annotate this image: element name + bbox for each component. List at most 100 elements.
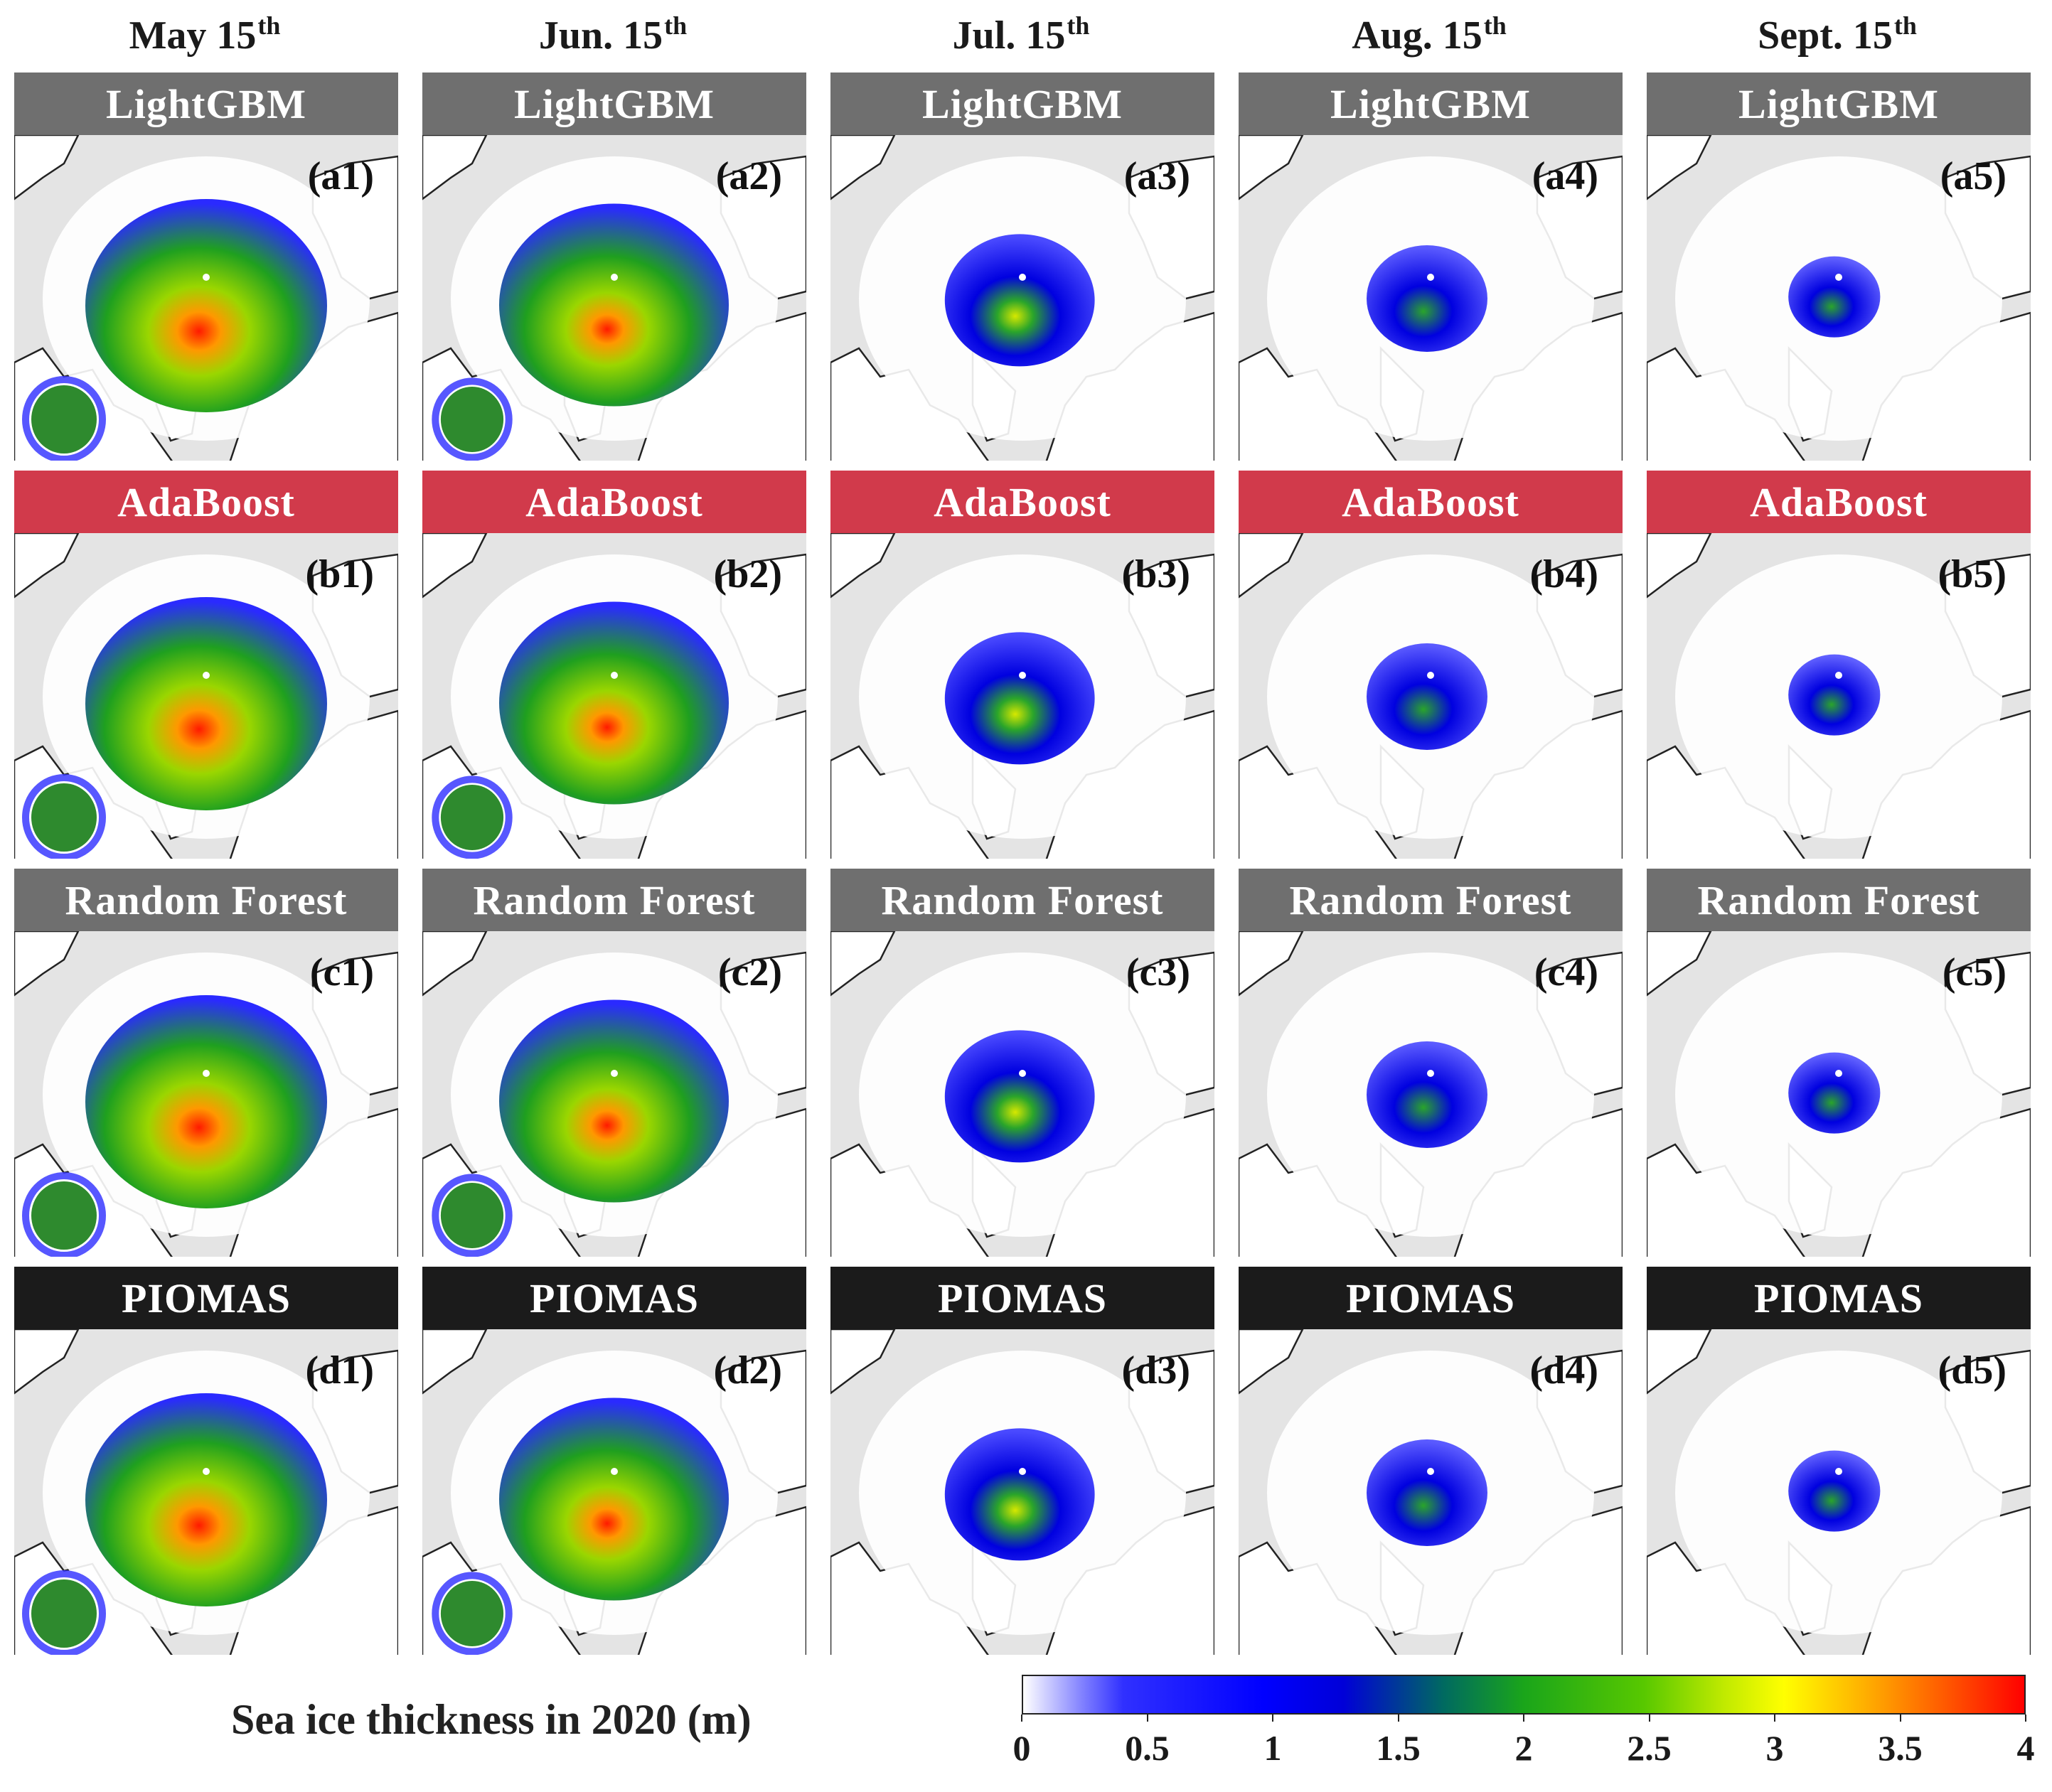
pole-marker — [203, 1070, 210, 1077]
ice-patch — [31, 783, 97, 852]
sea-ice-map: (d3) — [830, 1329, 1214, 1655]
ice-patch — [440, 1581, 504, 1646]
panel-label: (c2) — [717, 950, 782, 994]
panel-label: (b4) — [1529, 552, 1598, 596]
sea-ice-map: (d2) — [422, 1329, 806, 1655]
ice-patch — [31, 385, 97, 454]
pole-marker — [1427, 672, 1434, 679]
model-banner: LightGBM — [830, 73, 1214, 135]
column-title-jul: Jul. 15th — [952, 11, 1090, 58]
pole-marker — [611, 1070, 618, 1077]
pole-marker — [1019, 1070, 1026, 1077]
panel-label: (b2) — [713, 552, 782, 596]
pole-marker — [1019, 672, 1026, 679]
column-title-jun: Jun. 15th — [538, 11, 688, 58]
model-banner: PIOMAS — [14, 1267, 398, 1329]
sea-ice-map: (b1) — [14, 533, 398, 859]
ice-extent — [499, 203, 729, 407]
ice-extent — [85, 1393, 327, 1606]
model-banner: AdaBoost — [14, 471, 398, 533]
ice-extent — [85, 995, 327, 1208]
colorbar-tick — [1899, 1715, 1901, 1722]
colorbar-tick-label: 3 — [1765, 1728, 1784, 1768]
sea-ice-map: (d1) — [14, 1329, 398, 1655]
ice-extent — [85, 199, 327, 412]
column-title-may: May 15th — [129, 11, 281, 58]
model-banner: LightGBM — [1647, 73, 2031, 135]
pole-marker — [203, 1468, 210, 1475]
ice-extent — [499, 999, 729, 1203]
ice-extent — [944, 1428, 1095, 1561]
sea-ice-map: (b5) — [1647, 533, 2031, 859]
pole-marker — [1835, 1070, 1842, 1077]
ice-patch — [31, 1579, 97, 1648]
model-banner: PIOMAS — [830, 1267, 1214, 1329]
panel-label: (d1) — [305, 1348, 374, 1393]
sea-ice-map: (a4) — [1239, 135, 1623, 461]
panel-label: (a3) — [1123, 154, 1190, 198]
panel-label: (c4) — [1534, 950, 1598, 994]
sea-ice-map: (b4) — [1239, 533, 1623, 859]
pole-marker — [611, 672, 618, 679]
sea-ice-map: (a3) — [830, 135, 1214, 461]
ice-patch — [440, 387, 504, 452]
model-banner: LightGBM — [1239, 73, 1623, 135]
colorbar-title: Sea ice thickness in 2020 (m) — [231, 1696, 752, 1743]
model-banner: Random Forest — [14, 869, 398, 931]
panel-label: (c1) — [309, 950, 374, 994]
ice-extent — [1367, 1041, 1487, 1148]
panel-label: (a5) — [1940, 154, 2006, 198]
sea-ice-map: (d4) — [1239, 1329, 1623, 1655]
ice-extent — [944, 234, 1095, 367]
ice-patch — [31, 1181, 97, 1250]
pole-marker — [1427, 1070, 1434, 1077]
panel-label: (b5) — [1938, 552, 2006, 596]
sea-ice-map: (a1) — [14, 135, 398, 461]
pole-marker — [1427, 274, 1434, 281]
model-banner: AdaBoost — [1239, 471, 1623, 533]
model-banner: LightGBM — [422, 73, 806, 135]
ice-extent — [85, 597, 327, 810]
sea-ice-map: (b2) — [422, 533, 806, 859]
pole-marker — [1427, 1468, 1434, 1475]
panel-label: (c5) — [1942, 950, 2006, 994]
colorbar-tick — [1146, 1715, 1148, 1722]
sea-ice-map: (d5) — [1647, 1329, 2031, 1655]
pole-marker — [1835, 274, 1842, 281]
sea-ice-map: (c5) — [1647, 931, 2031, 1257]
panel-label: (d4) — [1529, 1348, 1598, 1393]
sea-ice-map: (c3) — [830, 931, 1214, 1257]
ice-extent — [1367, 643, 1487, 750]
pole-marker — [203, 274, 210, 281]
ice-extent — [1788, 654, 1881, 736]
panel-label: (a1) — [307, 154, 374, 198]
colorbar-tick — [1774, 1715, 1775, 1722]
ice-patch — [440, 785, 504, 850]
ice-extent — [1788, 256, 1881, 338]
pole-marker — [1835, 1468, 1842, 1475]
sea-ice-map: (a2) — [422, 135, 806, 461]
colorbar-tick — [1397, 1715, 1399, 1722]
colorbar-tick — [1272, 1715, 1273, 1722]
ice-extent — [944, 1030, 1095, 1163]
panel-label: (a4) — [1532, 154, 1598, 198]
colorbar-tick-label: 2.5 — [1627, 1728, 1672, 1768]
ice-extent — [499, 1397, 729, 1601]
model-banner: Random Forest — [422, 869, 806, 931]
model-banner: PIOMAS — [1239, 1267, 1623, 1329]
pole-marker — [1019, 1468, 1026, 1475]
panel-label: (b3) — [1121, 552, 1190, 596]
colorbar-tick-label: 0 — [1012, 1728, 1031, 1768]
panel-label: (c3) — [1126, 950, 1190, 994]
colorbar-tick-label: 0.5 — [1125, 1728, 1170, 1768]
sea-ice-map: (c4) — [1239, 931, 1623, 1257]
pole-marker — [1019, 274, 1026, 281]
column-title-aug: Aug. 15th — [1352, 11, 1507, 58]
sea-ice-map: (a5) — [1647, 135, 2031, 461]
ice-patch — [440, 1183, 504, 1248]
model-banner: Random Forest — [830, 869, 1214, 931]
sea-ice-map: (c2) — [422, 931, 806, 1257]
colorbar-tick-label: 1 — [1263, 1728, 1282, 1768]
column-title-sep: Sept. 15th — [1758, 11, 1917, 58]
ice-extent — [944, 632, 1095, 765]
